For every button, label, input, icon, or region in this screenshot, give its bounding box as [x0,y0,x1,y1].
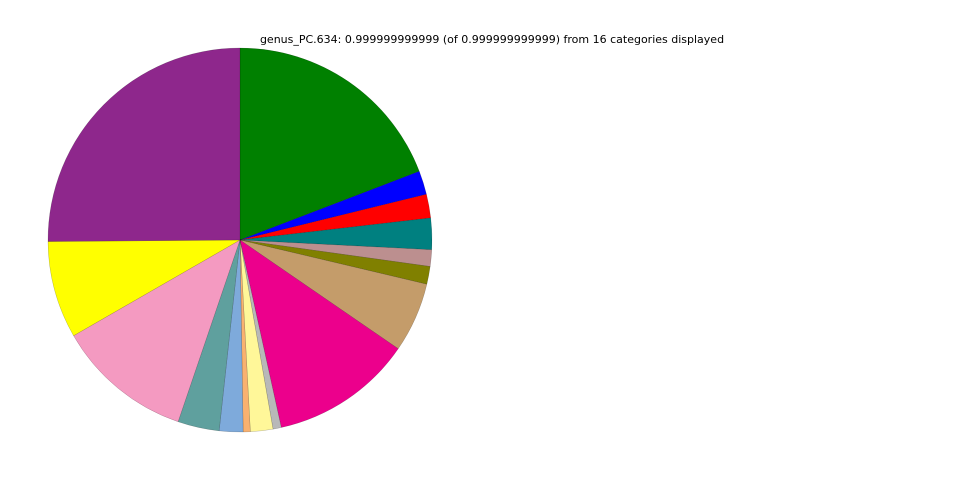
pie-slice-11 [239,239,251,433]
chart-title: genus_PC.634: 0.999999999999 (of 0.99999… [259,33,725,46]
pie-slice-10 [239,239,274,432]
pie-slice-8 [239,239,399,428]
pie-slice-9 [239,239,282,430]
pie-slice-13 [177,239,241,432]
pie-slice-5 [239,239,432,267]
pie-slice-12 [218,239,244,433]
pie-slice-4 [239,217,433,250]
pie-slice-16 [47,47,241,242]
pie-slices [47,47,433,433]
pie-slice-7 [239,239,428,350]
pie-slice-15 [47,239,241,336]
pie-slice-6 [239,239,431,285]
pie-slice-14 [73,239,241,422]
pie-slice-3 [239,194,431,241]
pie-slice-2 [239,171,427,241]
pie-slice-1 [239,47,420,241]
